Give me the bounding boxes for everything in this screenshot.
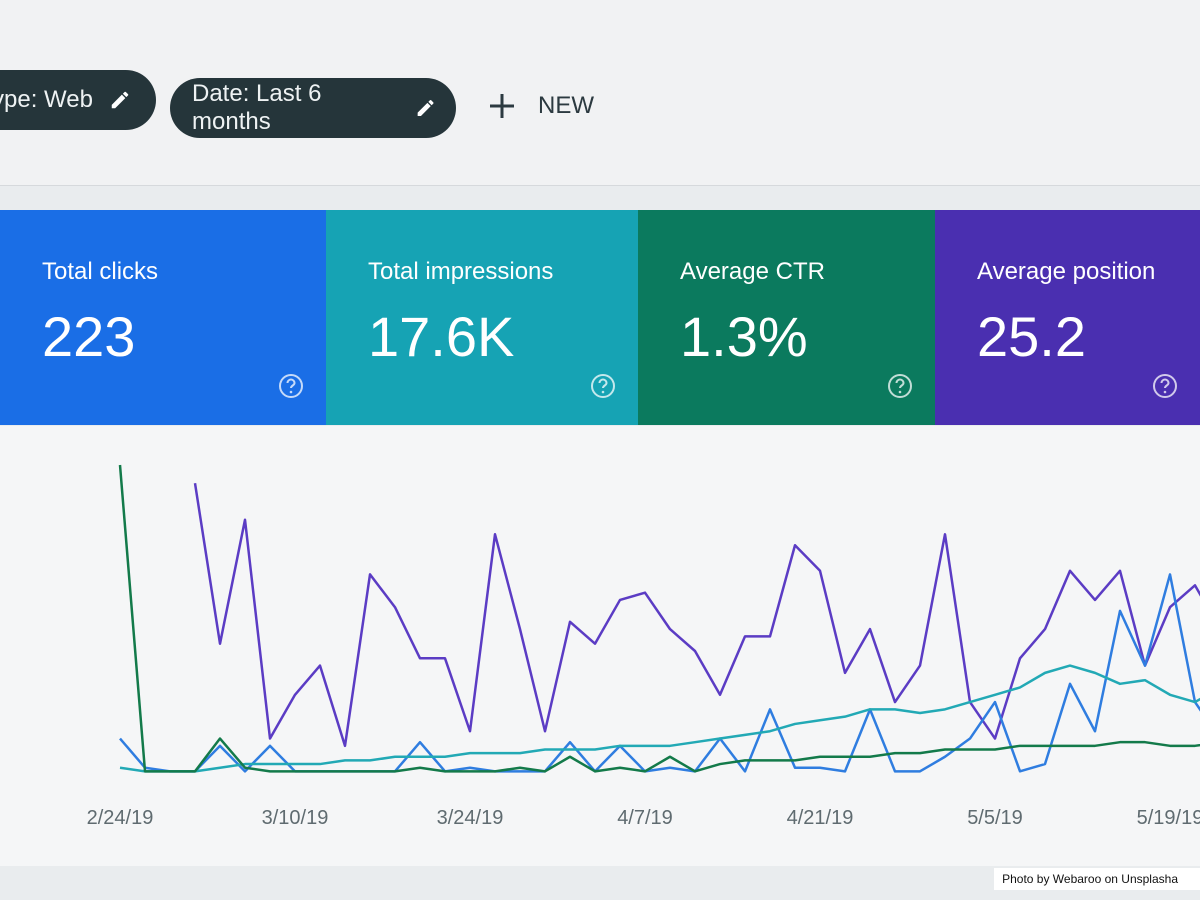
filter-bar: ype: Web Date: Last 6 months NEW: [0, 0, 1200, 186]
x-tick-label: 4/21/19: [787, 807, 854, 829]
metric-card[interactable]: Average position 25.2: [935, 210, 1200, 425]
filter-chip[interactable]: ype: Web: [0, 70, 156, 130]
metric-value: 1.3%: [680, 305, 808, 368]
photo-credit: Photo by Webaroo on Unsplasha: [994, 868, 1200, 890]
filter-label: Date: Last 6 months: [192, 80, 322, 135]
x-tick-label: 5/19/19: [1137, 807, 1200, 829]
chart: 2/24/19 3/10/19 3/24/19 4/7/19 4/21/19 5/5/19…: [87, 464, 1200, 829]
edit-icon: [417, 100, 434, 116]
x-tick-label: 5/5/19: [967, 807, 1023, 829]
plus-icon: [490, 94, 514, 118]
series-line: [118, 464, 1200, 773]
chart-panel: 2/24/19 3/10/19 3/24/19 4/7/19 4/21/19 5/5/19…: [0, 426, 1200, 866]
new-label: NEW: [538, 92, 594, 119]
metric-label: Total clicks: [42, 258, 159, 285]
help-icon[interactable]: [1152, 373, 1178, 399]
help-icon[interactable]: [278, 373, 304, 399]
filter-label: ype: Web: [0, 86, 93, 113]
metric-card[interactable]: Total clicks 223: [0, 210, 326, 425]
x-tick-label: 3/10/19: [262, 807, 329, 829]
help-icon[interactable]: [887, 373, 913, 399]
metric-value: 25.2: [977, 305, 1086, 368]
help-icon[interactable]: [590, 373, 616, 399]
series-line: [119, 573, 1200, 773]
metric-card[interactable]: Average CTR 1.3%: [638, 210, 935, 425]
metric-value: 17.6K: [368, 305, 515, 368]
metric-label: Total impressions: [368, 258, 554, 285]
metric-value: 223: [42, 305, 136, 368]
series-line: [119, 664, 1200, 773]
x-tick-label: 3/24/19: [437, 807, 504, 829]
series-line: [193, 483, 1200, 748]
new-filter-button[interactable]: NEW: [488, 92, 594, 120]
x-tick-label: 2/24/19: [87, 807, 154, 829]
metric-label: Average CTR: [680, 258, 825, 285]
edit-icon: [111, 91, 129, 109]
metric-label: Average position: [977, 258, 1156, 285]
x-tick-label: 4/7/19: [617, 807, 673, 829]
metric-card[interactable]: Total impressions 17.6K: [326, 210, 638, 425]
filter-chip[interactable]: Date: Last 6 months: [170, 78, 456, 138]
